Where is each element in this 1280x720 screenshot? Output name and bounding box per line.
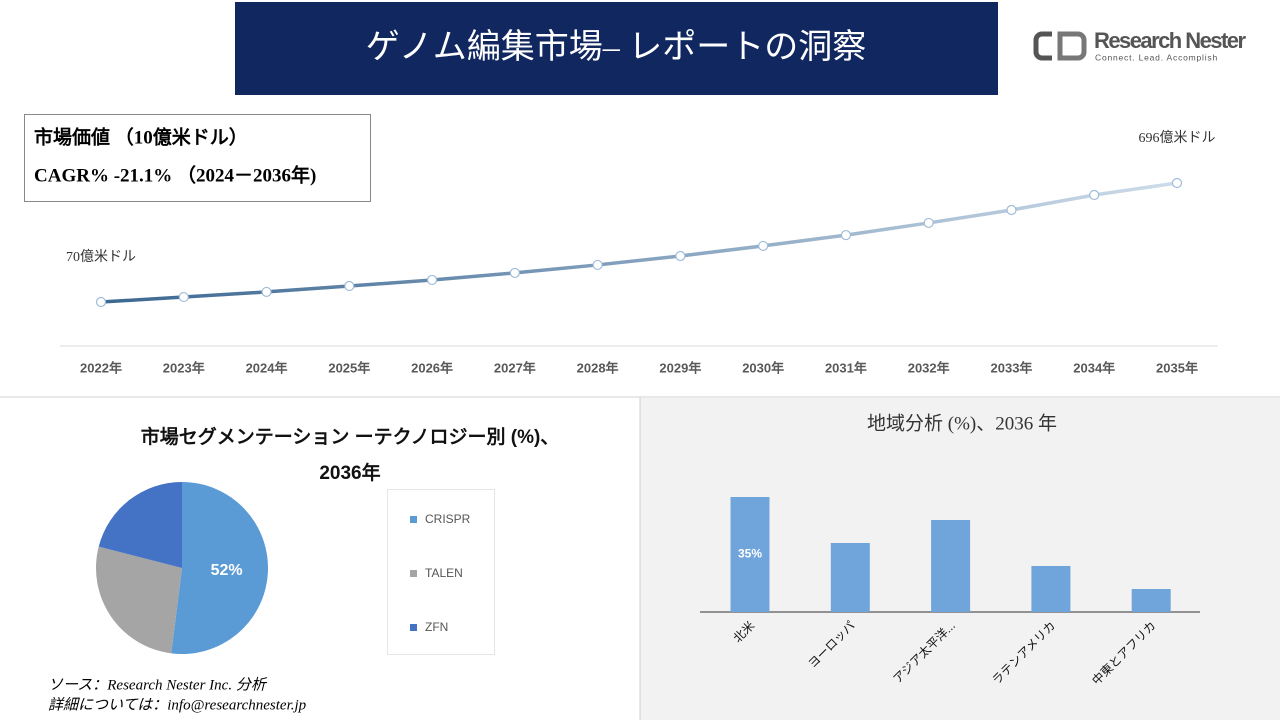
marker <box>344 280 355 292</box>
marker <box>95 296 107 308</box>
marker <box>178 291 189 303</box>
x-tick-label: 2023年 <box>163 360 205 375</box>
marker <box>261 286 272 298</box>
x-tick-label: 2027年 <box>494 360 536 375</box>
value-label: 52% <box>211 562 243 579</box>
marker <box>1006 204 1017 216</box>
marker <box>1171 177 1183 189</box>
value-label: 70億米ドル <box>66 249 136 265</box>
logo-tagline: Connect. Lead. Accomplish <box>1095 52 1218 62</box>
x-tick-label: 2032年 <box>908 360 950 375</box>
bar <box>830 543 870 612</box>
header-title: ゲノム編集市場– レポートの洞察 <box>366 28 866 66</box>
marker <box>758 240 769 252</box>
logo-name: Research Nester <box>1094 28 1246 53</box>
legend-label: TALEN <box>425 566 463 580</box>
value-label: 35% <box>738 547 762 561</box>
bar <box>730 497 770 612</box>
chart-title: 市場セグメンテーション ーテクノロジー別 (%)、2036年 <box>140 427 560 484</box>
marker <box>1089 189 1100 201</box>
pie-slice <box>98 482 182 568</box>
marker <box>509 267 520 279</box>
value-label: 696億米ドル <box>1139 130 1216 146</box>
x-tick-label: 2035年 <box>1156 360 1198 375</box>
pie-slice <box>96 546 182 654</box>
bar <box>1131 589 1171 612</box>
x-tick-label: 2024年 <box>246 360 288 375</box>
chart-title: 地域分析 (%)、2036 年 <box>867 412 1057 434</box>
line <box>100 181 1178 304</box>
info-box <box>24 114 371 202</box>
marker <box>592 259 603 271</box>
pie-slice <box>171 482 269 654</box>
logo-icon <box>1033 31 1087 61</box>
legend-swatch <box>410 516 417 523</box>
legend-swatch <box>410 624 417 631</box>
x-tick-label: 2034年 <box>1073 360 1115 375</box>
footer-source: ソース：Research Nester Inc. 分析 <box>48 676 268 693</box>
info-line: 市場価値 （10億米ドル） <box>34 125 248 148</box>
x-tick-label: 2029年 <box>659 360 701 375</box>
marker <box>923 217 934 229</box>
bar <box>1031 566 1071 612</box>
x-tick-label: 2025年 <box>328 360 370 375</box>
legend-label: ZFN <box>425 620 448 634</box>
legend-label: CRISPR <box>425 512 471 526</box>
x-tick-label: 2026年 <box>411 360 453 375</box>
legend-swatch <box>410 570 417 577</box>
x-tick-label: 2033年 <box>991 360 1033 375</box>
footer-contact: 詳細については：info@researchnester.jp <box>48 696 307 713</box>
x-tick-label: 2028年 <box>577 360 619 375</box>
info-line: CAGR% -21.1% （2024－2036年) <box>34 163 316 186</box>
header-bg <box>235 2 998 95</box>
x-tick-label: 2030年 <box>742 360 784 375</box>
legend-box <box>387 489 495 655</box>
marker <box>426 274 438 286</box>
bar <box>931 520 971 612</box>
marker <box>840 229 852 241</box>
x-tick-label: 2031年 <box>825 360 867 375</box>
marker <box>675 250 686 262</box>
x-tick-label: 2022年 <box>80 360 122 375</box>
